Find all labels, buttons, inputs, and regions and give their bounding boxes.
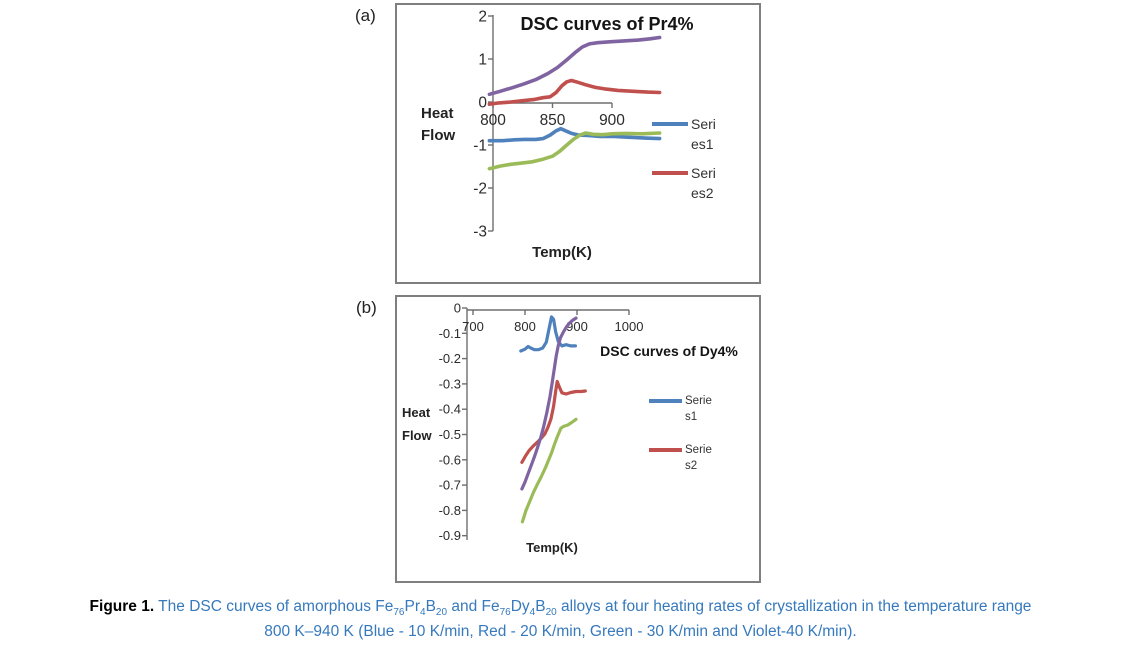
y-tick-label: -0.9	[439, 528, 461, 543]
y-tick-label: -0.4	[439, 402, 461, 417]
figure-caption: Figure 1. The DSC curves of amorphous Fe…	[0, 594, 1121, 644]
y-tick-label: -0.6	[439, 452, 461, 467]
y-axis-label-line: Flow	[421, 127, 456, 144]
caption-line2: 800 K–940 K (Blue - 10 K/min, Red - 20 K…	[264, 623, 857, 640]
y-tick-label: -0.5	[439, 427, 461, 442]
legend-item-series1: Seri es1	[652, 114, 716, 154]
x-tick-label: 1000	[615, 319, 644, 334]
caption-text-segment: 4	[420, 607, 426, 619]
y-tick-label: 1	[478, 52, 487, 69]
series-line-red	[520, 379, 587, 464]
series2-line-swatch	[652, 171, 688, 175]
series-line-violet	[520, 316, 578, 491]
x-tick-label: 800	[480, 112, 506, 129]
series-line-violet	[487, 35, 662, 97]
x-tick-label: 850	[540, 112, 566, 129]
x-tick-label: 700	[462, 319, 484, 334]
chart-a-legend: Seri es1 Seri es2	[652, 114, 716, 212]
legend-item-series1: Serie s1	[649, 393, 712, 425]
caption-text-segment: 4	[529, 607, 536, 619]
y-tick-label: -2	[473, 181, 487, 198]
legend-label-line: Seri	[691, 165, 716, 181]
legend-label-series2: Serie s2	[685, 442, 712, 474]
y-tick-label: -0.2	[439, 351, 461, 366]
legend-label-line: Serie	[685, 444, 712, 456]
y-tick-label: 2	[478, 9, 487, 26]
series-line-green	[520, 417, 578, 524]
chart-a-y-axis-label: Heat Flow	[421, 103, 455, 147]
series1-line-swatch	[652, 122, 688, 126]
caption-text-segment: 76	[393, 607, 405, 619]
y-tick-label: -3	[473, 224, 487, 241]
caption-text-segment: 20	[435, 607, 448, 619]
caption-text-segment: 76	[499, 607, 511, 619]
legend-item-series2: Serie s2	[649, 442, 712, 474]
chart-a-plot-area: 2 1 0 -1 -2 -3 800 850 900	[473, 9, 662, 241]
legend-label-series2: Seri es2	[691, 163, 716, 203]
series-line-blue	[519, 315, 577, 353]
panel-a-label: (a)	[355, 6, 376, 25]
chart-a-x-axis-label: Temp(K)	[532, 244, 592, 261]
chart-a-title: DSC curves of Pr4%	[520, 14, 694, 34]
chart-b-x-axis-label: Temp(K)	[526, 540, 578, 555]
series1-line-swatch	[649, 399, 682, 403]
series2-line-swatch	[649, 448, 682, 452]
y-tick-label: -0.3	[439, 376, 461, 391]
chart-a: 2 1 0 -1 -2 -3 800 850 900 DSC curves of Pr4% He…	[395, 3, 761, 284]
caption-text-segment: The DSC curves of amorphous Fe	[154, 598, 394, 615]
caption-text-segment: alloys at four heating rates of crystall…	[556, 598, 1032, 615]
legend-item-series2: Seri es2	[652, 163, 716, 203]
caption-text-segment: B	[425, 598, 436, 615]
y-tick-label: -0.1	[439, 326, 461, 341]
chart-b-plot-area: 0 -0.1 -0.2 -0.3 -0.4 -0.5 -0.6 -0.7 -0.8 -0.9 700…	[439, 301, 644, 544]
y-tick-label: 0	[454, 301, 461, 316]
y-tick-label: -1	[473, 138, 487, 155]
legend-label-line: s1	[685, 411, 698, 423]
series-line-green	[487, 131, 662, 171]
legend-label-line: Seri	[691, 116, 716, 132]
chart-b-y-axis-label: Heat Flow	[402, 401, 432, 447]
caption-text-segment: Dy	[510, 598, 530, 615]
legend-label-series1: Serie s1	[685, 393, 712, 425]
series-line-red	[487, 78, 662, 106]
y-axis-label-line: Heat	[421, 105, 454, 122]
caption-text-segment: and Fe	[447, 598, 500, 615]
y-tick-label: -0.8	[439, 503, 461, 518]
legend-label-line: es2	[691, 185, 714, 201]
caption-figure-label: Figure 1.	[89, 598, 155, 615]
legend-label-line: Serie	[685, 395, 712, 407]
caption-text-segment: 20	[545, 607, 557, 619]
series-line-blue	[487, 126, 662, 143]
y-tick-label: 0	[478, 95, 487, 112]
chart-b-legend: Serie s1 Serie s2	[649, 393, 712, 491]
x-tick-label: 800	[514, 319, 536, 334]
chart-b-title: DSC curves of Dy4%	[600, 343, 738, 359]
caption-line1: Figure 1. The DSC curves of amorphous Fe…	[0, 594, 1121, 619]
y-tick-label: -0.7	[439, 478, 461, 493]
caption-text-segment: B	[535, 598, 546, 615]
legend-label-line: s2	[685, 460, 698, 472]
y-axis-label-line: Flow	[402, 428, 432, 443]
panel-b-label: (b)	[356, 298, 377, 317]
chart-b: 0 -0.1 -0.2 -0.3 -0.4 -0.5 -0.6 -0.7 -0.8 -0.9 700…	[395, 295, 761, 583]
x-tick-label: 900	[599, 112, 625, 129]
caption-text-segment: Pr	[404, 598, 421, 615]
y-axis-label-line: Heat	[402, 405, 431, 420]
legend-label-line: es1	[691, 136, 714, 152]
legend-label-series1: Seri es1	[691, 114, 716, 154]
